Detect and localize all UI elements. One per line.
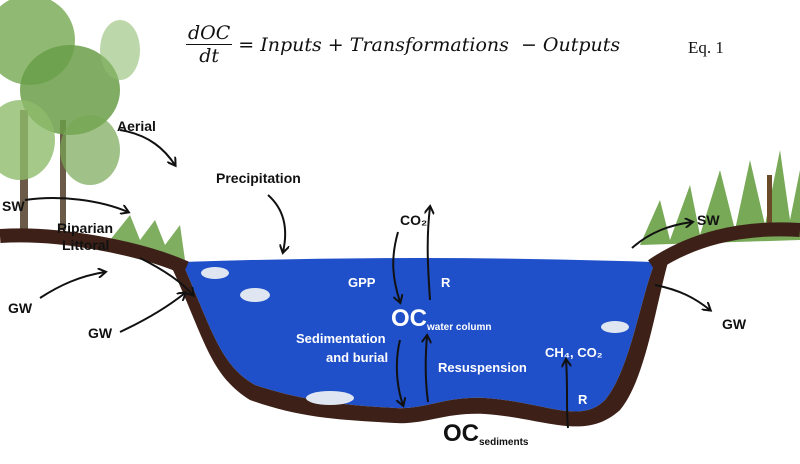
label-riparian: Riparian (57, 220, 114, 236)
label-sedimentation: Sedimentation (296, 331, 386, 346)
arrow-r-top (428, 207, 430, 301)
trees-left (0, 0, 185, 260)
arrow-gw-left-lower (119, 293, 185, 333)
label-co2-top: CO₂ (400, 212, 428, 228)
derivative-fraction: dOC dt (186, 22, 233, 67)
grass-right (640, 150, 800, 245)
water-column (182, 258, 655, 412)
label-oc-sediments: OCsediments (443, 420, 528, 448)
denominator: dt (199, 45, 220, 67)
label-ch4-co2: CH₄, CO₂ (545, 345, 603, 360)
fish (201, 267, 629, 405)
oc-water-subscript: water column (427, 322, 492, 333)
arrow-precipitation (267, 194, 285, 252)
label-and-burial: and burial (326, 350, 389, 365)
numerator: dOC (186, 22, 233, 45)
equation-label: Eq. 1 (688, 38, 724, 57)
arrow-gpp (392, 231, 400, 302)
right-bank (648, 222, 800, 272)
label-r-top: R (441, 275, 451, 290)
label-littoral: Littoral (62, 237, 110, 253)
label-gw-right: GW (722, 316, 747, 332)
arrow-sw-left (24, 197, 128, 212)
label-aerial: Aerial (117, 118, 156, 134)
arrow-r-bottom (566, 360, 568, 429)
sediment-layer (172, 262, 668, 427)
label-precipitation: Precipitation (216, 170, 301, 186)
arrow-resuspension (426, 336, 428, 403)
label-gw-left-lower: GW (88, 325, 113, 341)
label-gpp: GPP (348, 275, 376, 290)
oc-sediments-text: OC (443, 420, 479, 447)
label-sw-left: SW (2, 198, 25, 214)
oc-sediments-subscript: sediments (479, 437, 529, 448)
mass-balance-equation: dOC dt = Inputs + Transformations − Outp… (186, 22, 620, 67)
arrow-sedimentation (395, 339, 403, 405)
arrow-aerial (119, 129, 175, 165)
equation-rhs: = Inputs + Transformations − Outputs (238, 33, 621, 56)
label-oc-water-column: OCwater column (391, 305, 491, 333)
flux-arrows (24, 129, 710, 429)
arrow-gw-right (654, 284, 710, 310)
label-r-bottom: R (578, 392, 588, 407)
left-bank (0, 228, 189, 275)
arrow-gw-left-upper (39, 272, 105, 299)
label-resuspension: Resuspension (438, 360, 527, 375)
arrow-riparian (139, 257, 193, 295)
oc-water-text: OC (391, 305, 427, 332)
arrow-sw-right (631, 222, 692, 249)
label-gw-left-upper: GW (8, 300, 33, 316)
label-sw-right: SW (697, 212, 720, 228)
